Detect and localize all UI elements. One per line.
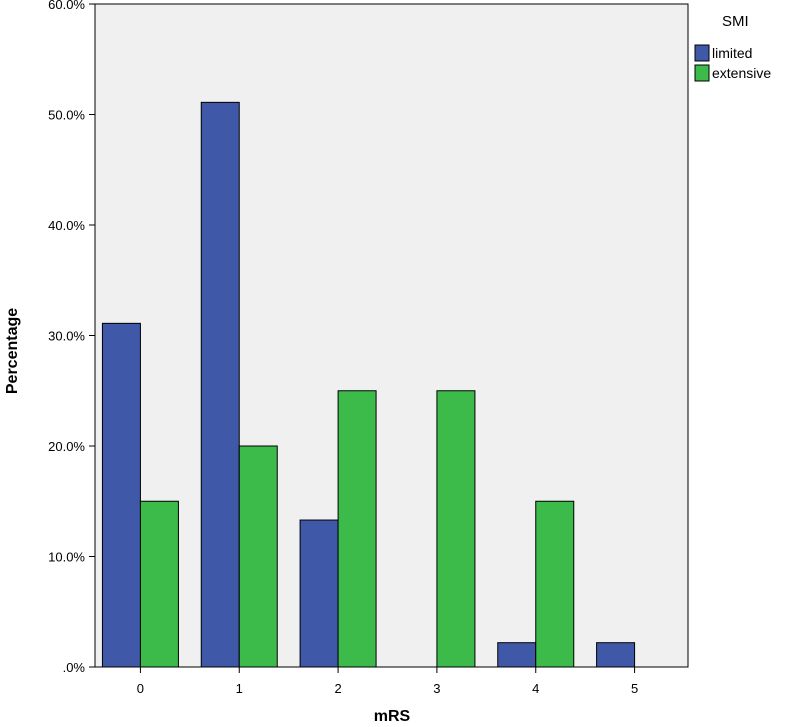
y-tick-label: 10.0% xyxy=(48,550,85,565)
x-tick-label: 2 xyxy=(334,681,341,696)
bar-limited-2 xyxy=(299,519,339,668)
bar-extensive-0 xyxy=(139,500,179,668)
x-tick-label: 3 xyxy=(433,681,440,696)
bar-extensive-1 xyxy=(238,445,278,668)
y-tick-label: 50.0% xyxy=(48,108,85,123)
x-tick-label: 4 xyxy=(532,681,539,696)
x-tick-label: 0 xyxy=(137,681,144,696)
bar-limited-4 xyxy=(497,642,537,668)
y-tick-label: 20.0% xyxy=(48,439,85,454)
legend-title: SMI xyxy=(722,13,749,30)
x-tick-label: 5 xyxy=(631,681,638,696)
bars-layer xyxy=(101,101,636,668)
y-axis-title: Percentage xyxy=(4,308,21,394)
x-tick-label: 1 xyxy=(236,681,243,696)
y-tick-label: 40.0% xyxy=(48,218,85,233)
bar-limited-5 xyxy=(596,642,636,668)
legend-label-limited: limited xyxy=(712,45,752,61)
x-axis: 0 1 2 3 4 5 xyxy=(137,667,638,696)
legend-swatch-limited xyxy=(694,44,710,62)
bar-limited-1 xyxy=(200,101,240,668)
y-tick-label: 60.0% xyxy=(48,0,85,12)
bar-extensive-2 xyxy=(337,390,377,668)
y-tick-label: .0% xyxy=(63,660,86,675)
legend: SMI limited extensive xyxy=(694,13,771,82)
legend-swatch-extensive xyxy=(694,64,710,82)
bar-limited-0 xyxy=(101,322,141,668)
plot-area xyxy=(94,3,689,668)
x-axis-title: mRS xyxy=(374,708,411,725)
bar-extensive-4 xyxy=(535,500,575,668)
y-axis: .0% 10.0% 20.0% 30.0% 40.0% 50.0% 60.0% xyxy=(48,0,95,675)
y-tick-label: 30.0% xyxy=(48,329,85,344)
legend-label-extensive: extensive xyxy=(712,65,771,81)
bar-extensive-3 xyxy=(436,390,476,668)
